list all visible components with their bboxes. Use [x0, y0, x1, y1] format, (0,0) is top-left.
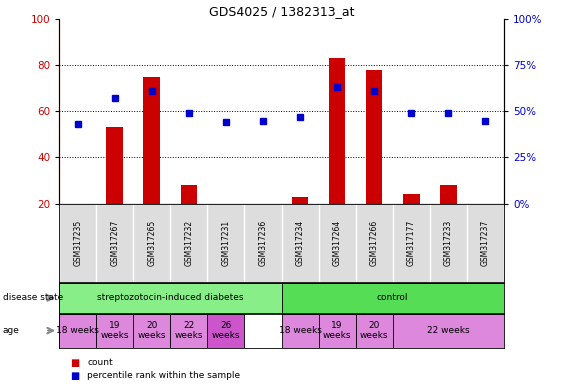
Text: control: control: [377, 293, 408, 303]
Text: GSM317235: GSM317235: [73, 220, 82, 266]
Bar: [106, 127, 123, 204]
Text: 20
weeks: 20 weeks: [360, 321, 388, 340]
Text: GSM317233: GSM317233: [444, 220, 453, 266]
Bar: [133, 314, 171, 348]
Text: GSM317264: GSM317264: [333, 220, 342, 266]
Bar: [319, 314, 356, 348]
Bar: [356, 314, 393, 348]
Text: GSM317265: GSM317265: [148, 220, 157, 266]
Bar: [96, 314, 133, 348]
Bar: [207, 314, 244, 348]
Bar: [366, 70, 382, 204]
Bar: [282, 283, 504, 313]
Text: count: count: [87, 358, 113, 367]
Bar: [292, 197, 309, 204]
Text: GSM317267: GSM317267: [110, 220, 119, 266]
Text: 22 weeks: 22 weeks: [427, 326, 470, 335]
Bar: [282, 314, 319, 348]
Bar: [329, 58, 346, 204]
Text: ■: ■: [70, 371, 79, 381]
Text: disease state: disease state: [3, 293, 63, 303]
Bar: [440, 185, 457, 204]
Bar: [403, 194, 419, 204]
Text: GSM317266: GSM317266: [370, 220, 379, 266]
Bar: [393, 314, 504, 348]
Text: 26
weeks: 26 weeks: [212, 321, 240, 340]
Text: GSM317177: GSM317177: [406, 220, 415, 266]
Text: age: age: [3, 326, 20, 335]
Bar: [181, 185, 197, 204]
Bar: [59, 314, 96, 348]
Text: streptozotocin-induced diabetes: streptozotocin-induced diabetes: [97, 293, 244, 303]
Bar: [171, 314, 207, 348]
Text: ■: ■: [70, 358, 79, 368]
Text: 19
weeks: 19 weeks: [323, 321, 351, 340]
Title: GDS4025 / 1382313_at: GDS4025 / 1382313_at: [209, 5, 354, 18]
Bar: [144, 77, 160, 204]
Text: GSM317236: GSM317236: [258, 220, 267, 266]
Text: GSM317234: GSM317234: [296, 220, 305, 266]
Text: 20
weeks: 20 weeks: [137, 321, 166, 340]
Text: GSM317231: GSM317231: [221, 220, 230, 266]
Bar: [59, 283, 282, 313]
Text: 22
weeks: 22 weeks: [175, 321, 203, 340]
Text: 18 weeks: 18 weeks: [56, 326, 99, 335]
Text: 19
weeks: 19 weeks: [100, 321, 129, 340]
Text: 18 weeks: 18 weeks: [279, 326, 321, 335]
Text: percentile rank within the sample: percentile rank within the sample: [87, 371, 240, 380]
Text: GSM317237: GSM317237: [481, 220, 490, 266]
Text: GSM317232: GSM317232: [184, 220, 193, 266]
